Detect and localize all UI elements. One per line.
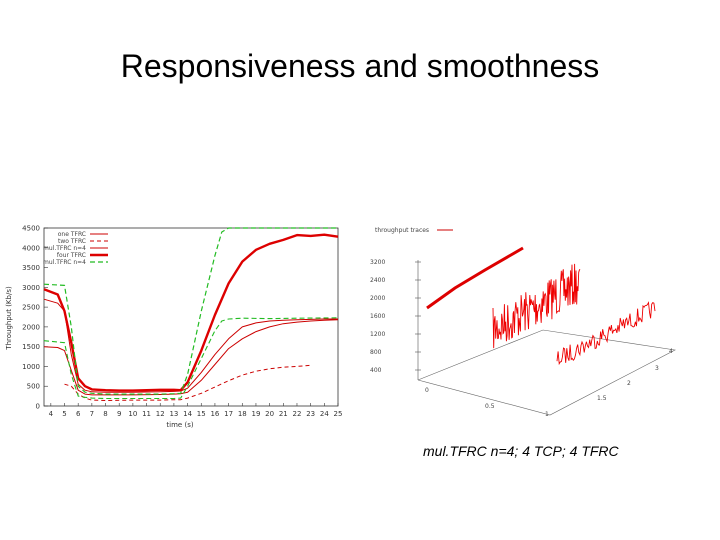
legend-label-3: mul.TFRC n=4 (43, 245, 86, 252)
x-axis-label: time (s) (166, 421, 193, 429)
y-tick-label: 1000 (22, 363, 40, 371)
x-tick-label: 20 (265, 410, 274, 418)
x-tick-label: 11 (142, 410, 151, 418)
y-tick-label: 2000 (22, 323, 40, 331)
x-tick-labels: 4 5 6 7 8 9 10 11 12 13 14 15 16 17 18 19 20 21 22 23 24 25 (49, 410, 343, 418)
base-plane (417, 329, 676, 416)
x-tick-label: 24 (320, 410, 329, 418)
x-tick-label: 10 (128, 410, 137, 418)
axis-label: 3 (655, 365, 659, 372)
y-tick-label: 4500 (22, 225, 40, 233)
x-tick-label: 23 (306, 410, 315, 418)
z-tick-label: 1200 (370, 331, 385, 338)
series-line-5 (43, 227, 338, 395)
y-tick-label: 4000 (22, 244, 40, 252)
plot-frame (43, 227, 339, 407)
z-tick-label: 400 (370, 367, 382, 374)
z-tick-label: 1600 (370, 313, 385, 320)
axis-label: 4 (669, 348, 673, 355)
z-tick-label: 2000 (370, 295, 385, 302)
y-tick-label: 500 (27, 383, 40, 391)
trace-lines (426, 246, 656, 366)
3d-throughput-chart: throughput traces 3200240020001600120080… (370, 227, 676, 418)
z-tick-label: 800 (370, 349, 382, 356)
grid (44, 227, 339, 407)
legend-label-5: mul.TFRC n=4 (43, 259, 86, 266)
legend-label-1: one TFRC (58, 231, 86, 238)
trace-smooth (426, 246, 524, 310)
legend-label-4: four TFRC (57, 252, 86, 259)
y-tick-label: 0 (36, 403, 40, 411)
series-lines (43, 227, 339, 401)
series-line-6 (43, 317, 339, 400)
axis-label: 2 (627, 380, 631, 387)
x-tick-label: 5 (62, 410, 66, 418)
x-tick-label: 8 (103, 410, 107, 418)
y-tick-label: 3500 (22, 264, 40, 272)
x-tick-label: 19 (251, 410, 260, 418)
x-tick-label: 12 (156, 410, 165, 418)
x-tick-label: 18 (238, 410, 247, 418)
trace-noisy-2 (556, 301, 656, 366)
trace-noisy-1 (492, 263, 581, 349)
x-tick-label: 6 (76, 410, 81, 418)
x-tick-label: 21 (279, 410, 288, 418)
x-tick-label: 9 (117, 410, 121, 418)
x-tick-label: 4 (49, 410, 54, 418)
y-tick-label: 1500 (22, 343, 40, 351)
base-axis-labels: 0 0.5 1 1.5 2 3 4 (425, 348, 673, 418)
x-tick-label: 25 (334, 410, 343, 418)
x-tick-label: 16 (210, 410, 219, 418)
series-line-2 (64, 364, 311, 401)
axis-label: 1 (545, 411, 549, 418)
x-tick-label: 17 (224, 410, 233, 418)
x-tick-label: 15 (197, 410, 206, 418)
legend-label: throughput traces (375, 227, 429, 234)
x-tick-label: 22 (293, 410, 302, 418)
x-tick-label: 14 (183, 410, 192, 418)
z-tick-label: 2400 (370, 277, 385, 284)
x-tick-label: 7 (90, 410, 94, 418)
series-line-4 (43, 233, 339, 392)
slide-title: Responsiveness and smoothness (120, 48, 600, 84)
axis-label: 0.5 (485, 403, 495, 410)
y-tick-labels: 0 500 1000 1500 2000 2500 3000 3500 4000 4500 (22, 225, 40, 411)
axis-label: 1.5 (597, 395, 607, 402)
axis-label: 0 (425, 387, 429, 394)
chart-caption: mul.TFRC n=4; 4 TCP; 4 TFRC (423, 443, 619, 459)
legend-label-2: two TFRC (58, 238, 86, 245)
y-axis-label: Throughput (Kb/s) (5, 286, 13, 351)
y-tick-label: 2500 (22, 304, 40, 312)
z-tick-labels: 3200 2400 2000 1600 1200 800 400 (370, 259, 421, 374)
z-tick-label: 3200 (370, 259, 385, 266)
y-tick-label: 3000 (22, 284, 40, 292)
x-tick-label: 13 (169, 410, 178, 418)
